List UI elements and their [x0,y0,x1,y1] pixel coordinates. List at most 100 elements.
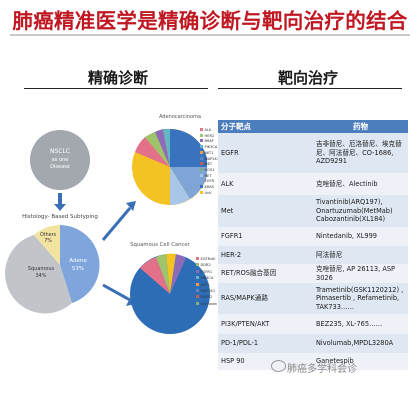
legend-swatch [200,139,203,143]
nsclc-label-2: as one [52,157,69,163]
drug-cell: Trametinib(GSK1120212) , Pimasertib , Re… [313,283,408,315]
target-cell: ALK [218,173,313,195]
legend-label: DDR2 [200,263,211,268]
legend-item: MET [200,162,219,168]
target-cell: PD-1/PDL-1 [218,334,313,354]
legend-swatch [200,150,203,154]
legend-label: Unk [204,190,212,195]
adeno-slice-pik3ca [163,128,170,167]
adeno-slice-braf [155,129,170,167]
drug-cell: Nivolumab,MPDL3280A [313,334,408,354]
squamous-legend-list: EGFRvIII DDR2 FGFR1 PIK3CA AKT1 MAP2K1 FGFR2 Un… [196,256,217,307]
page-title: 肺癌精准医学是精确诊断与靶向治疗的结合 [12,9,408,33]
legend-item: AKT1 [200,150,219,157]
legend-swatch [196,269,199,273]
target-cell: FGFR1 [218,227,313,246]
nsclc-label-1: NSCLC [50,148,70,155]
legend-item: PIK3CA [200,145,219,151]
squamous-slice-akt1 [170,254,186,294]
targeted-therapy-table: 分子靶点 药物 EGFR 吉非替尼、厄洛替尼、埃克替尼、阿法替尼、CO-1686… [218,120,408,371]
table-row: EGFR 吉非替尼、厄洛替尼、埃克替尼、阿法替尼、CO-1686, AZD929… [218,133,408,173]
target-cell: HSP 90 [218,353,313,371]
legend-swatch [196,257,199,260]
drug-cell: 克唑替尼, AP 26113, ASP 3026 [313,264,408,284]
legend-item: PIK3CA [196,275,217,281]
legend-swatch [200,190,203,194]
legend-label: AKT1 [200,282,210,287]
squamous-slice-ddr2 [166,253,176,294]
table-row: FGFR1 Nintedanib, XL999 [218,227,408,246]
adeno-pct: 53% [72,266,84,272]
target-cell: PI3K/PTEN/AKT [218,314,313,335]
squamous-mutation-pie [130,253,210,334]
adeno-slice-ret [170,167,190,205]
subtyping-diagram: NSCLC as one Disease Histology- Based Su… [5,114,216,334]
legend-item: FGFR1 [196,269,217,275]
adeno-slice-alk [135,137,170,167]
table-row: ALK 克唑替尼、Alectinib [218,173,408,195]
pie-slice-others [34,225,60,265]
others-label: Others [40,232,57,238]
legend-label: PIK3CA [200,276,214,281]
target-cell: RAS/MAPK通路 [218,283,313,315]
section-heading-diagnosis: 精确诊断 [88,69,149,87]
legend-item: KRAS [200,185,219,191]
legend-label: MET [204,162,213,167]
legend-item: HER2 [200,133,219,140]
adeno-legend-list: ALK HER2 BRAF PIK3CA AKT1 MAP2K1 MET ROS1 RET EGF… [200,128,219,196]
target-cell: Met [218,195,313,227]
legend-swatch [196,276,199,280]
adeno-slice-egfr [170,167,208,199]
others-pct: 7% [44,238,52,244]
legend-label: HER2 [204,133,215,138]
legend-label: PIK3CA [204,145,218,150]
legend-swatch [196,289,199,293]
table-row: PI3K/PTEN/AKT BEZ235, XL-765…… [218,314,408,335]
legend-label: ALK [204,128,212,132]
legend-swatch [196,295,199,299]
table-row: RET/ROS融合基因 克唑替尼, AP 26113, ASP 3026 [218,264,408,284]
drug-cell: 克唑替尼、Alectinib [313,173,408,195]
legend-label: EGFR [204,179,215,184]
legend-item: BRAF [200,139,219,145]
adeno-legend [207,120,216,218]
squamous-pie-title: Squamous Cell Cancer [130,242,191,248]
section-underline-right [218,88,402,89]
legend-label: KRAS [204,185,214,190]
title-divider [10,34,410,36]
squamous-slice-pik3ca [156,254,170,294]
target-cell: EGFR [218,133,313,173]
header-drug: 药物 [313,120,408,133]
legend-swatch [196,263,199,267]
wechat-icon [271,360,286,372]
legend-item: Unknown [196,301,217,307]
legend-swatch [196,282,199,286]
legend-swatch [200,167,203,171]
legend-item: EGFR [200,179,219,185]
drug-cell: Nintedanib, XL999 [313,227,408,246]
table-header-row: 分子靶点 药物 [218,120,408,133]
legend-item: EGFRvIII [196,256,217,262]
header-target: 分子靶点 [218,120,313,133]
table-row: RAS/MAPK通路 Trametinib(GSK1120212) , Pima… [218,283,408,315]
legend-swatch [200,173,203,177]
legend-label: FGFR2 [200,295,213,300]
legend-item: ROS1 [200,167,219,174]
drug-cell: Ganetespib [313,353,408,371]
legend-swatch [196,301,199,305]
legend-label: AKT1 [204,150,214,155]
legend-label: RET [204,173,212,178]
legend-swatch [200,133,203,137]
legend-label: MAP2K1 [200,289,216,294]
histology-pie [5,225,100,314]
table-row: PD-1/PDL-1 Nivolumab,MPDL3280A [218,334,408,354]
target-cell: RET/ROS融合基因 [218,264,313,284]
adeno-mutation-pie [132,128,208,205]
legend-swatch [200,185,203,189]
down-arrow-icon [54,193,66,211]
pie-slice-squamous [5,235,72,314]
legend-label: Unknown [200,301,218,306]
legend-item: MAP2K1 [196,288,217,294]
squamous-pct: 34% [35,273,46,279]
legend-swatch [200,128,203,131]
